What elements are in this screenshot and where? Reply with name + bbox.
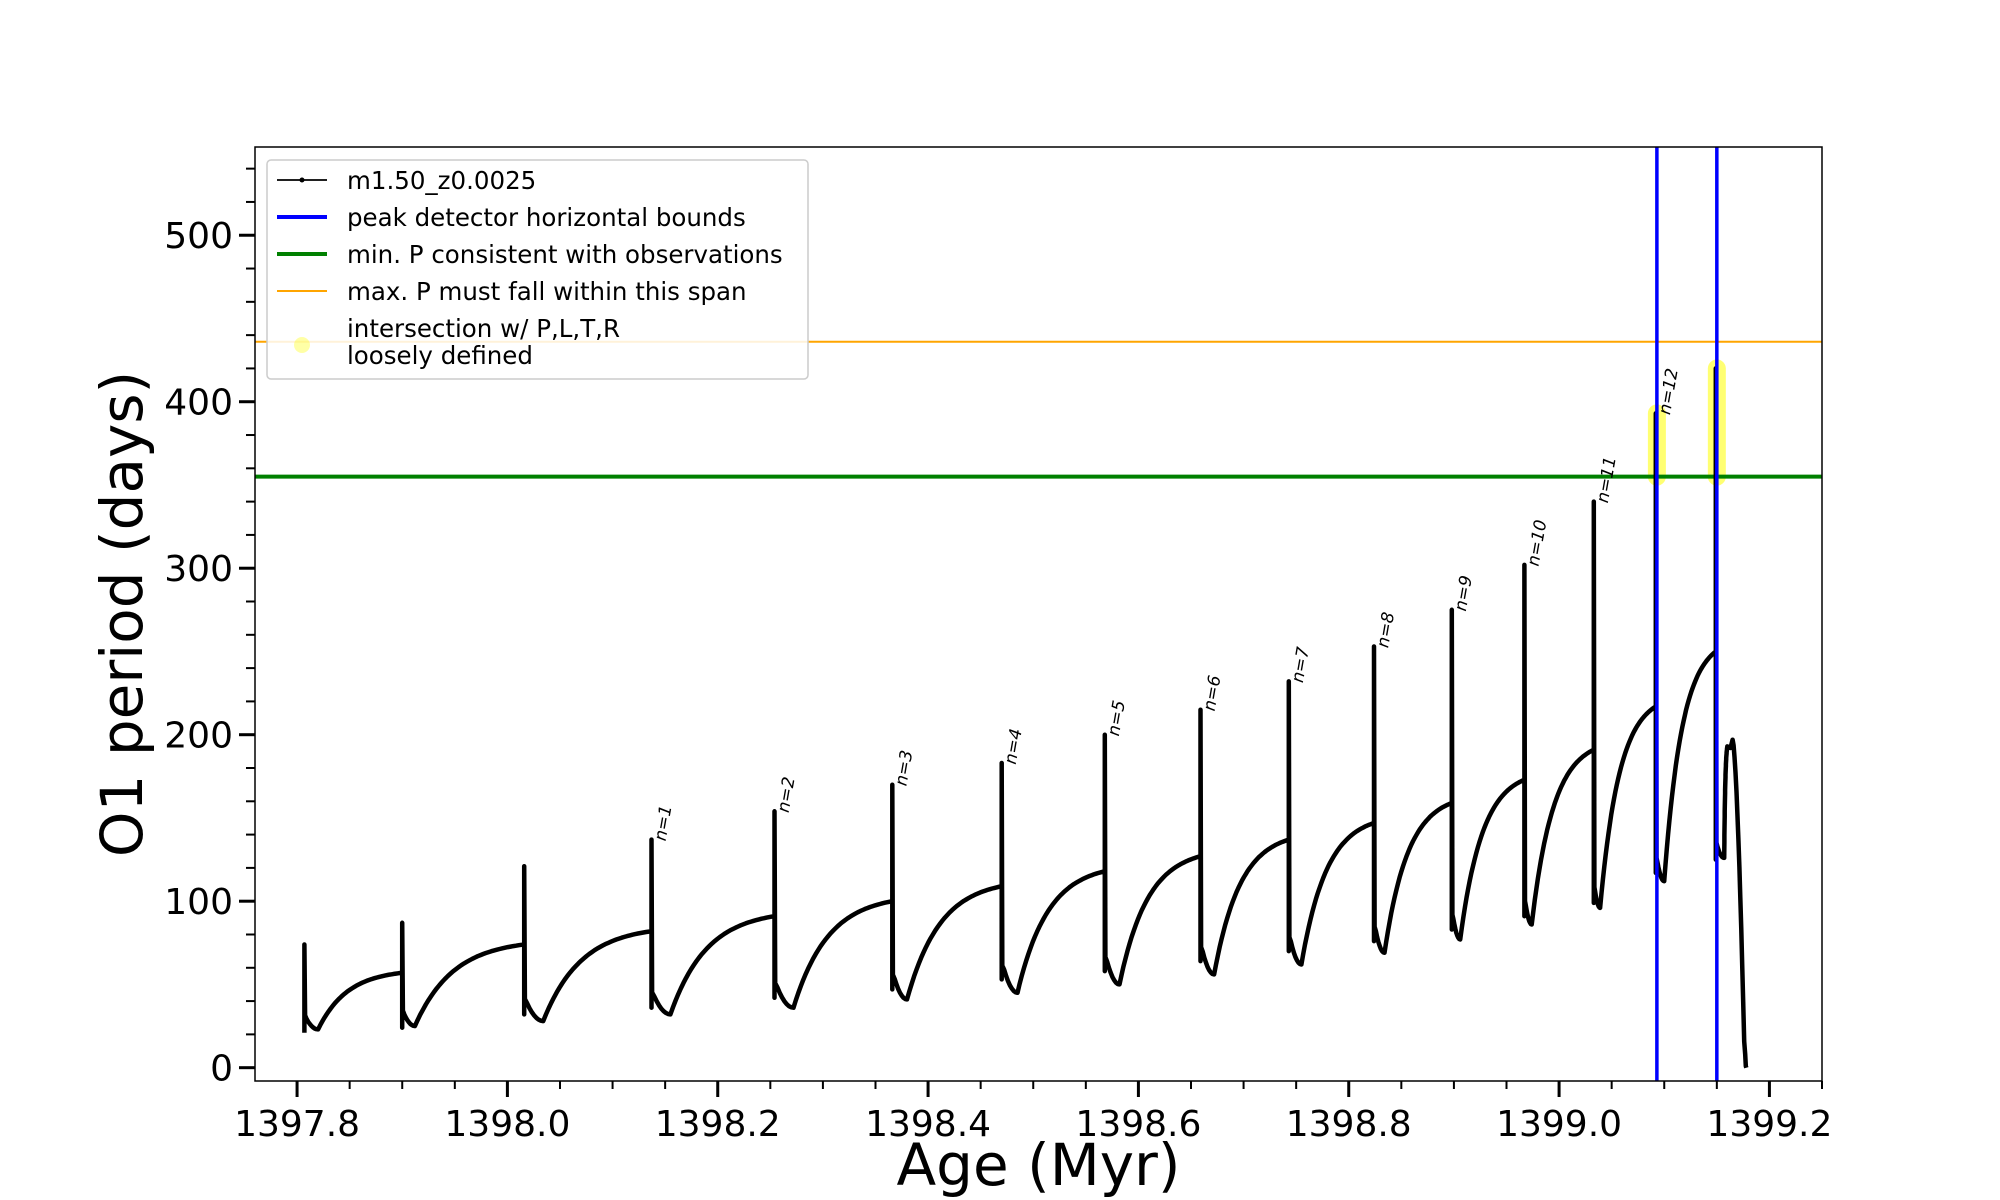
pulse-label-5: n=5 bbox=[1104, 699, 1130, 738]
pulse-label-11: n=11 bbox=[1593, 455, 1621, 504]
period-curve bbox=[302, 366, 1749, 1069]
x-axis-label: Age (Myr) bbox=[896, 1131, 1180, 1199]
x-tick-label-7: 1399.2 bbox=[1706, 1104, 1832, 1145]
legend-label-4: max. P must fall within this span bbox=[347, 277, 747, 306]
x-tick-label-4: 1398.6 bbox=[1075, 1104, 1201, 1145]
x-tick-label-6: 1399.0 bbox=[1496, 1104, 1622, 1145]
legend-label-3: min. P consistent with observations bbox=[347, 240, 783, 269]
plot-area: n=1 n=2 n=3 n=4 n=5 n=6 n=7 n=8 n=9 n=10 n=11 n=12 bbox=[255, 147, 1822, 1081]
plot-frame bbox=[254, 146, 1823, 1082]
y-tick-label-5: 500 bbox=[164, 216, 233, 257]
pulse-label-1: n=1 bbox=[651, 804, 677, 843]
pulse-label-4: n=4 bbox=[1001, 727, 1027, 766]
legend-label-1: m1.50_z0.0025 bbox=[347, 166, 536, 195]
pulse-label-12: n=12 bbox=[1655, 367, 1683, 416]
legend-swatch-yellow bbox=[294, 337, 310, 353]
y-tick-label-2: 200 bbox=[164, 716, 233, 757]
pulse-label-2: n=2 bbox=[774, 775, 800, 814]
y-tick-label-1: 100 bbox=[164, 882, 233, 923]
legend-label-2: peak detector horizontal bounds bbox=[347, 203, 746, 232]
pulse-label-9: n=9 bbox=[1451, 574, 1477, 613]
y-tick-label-3: 300 bbox=[164, 549, 233, 590]
pulse-label-8: n=8 bbox=[1373, 610, 1399, 649]
y-tick-label-0: 0 bbox=[210, 1049, 233, 1090]
legend-box bbox=[266, 159, 809, 380]
pulse-label-7: n=7 bbox=[1288, 645, 1314, 684]
axis-ticks: 1397.8 1398.0 1398.2 1398.4 1398.6 1398.8 1399… bbox=[164, 167, 1832, 1145]
x-tick-label-5: 1398.8 bbox=[1286, 1104, 1412, 1145]
pulse-label-10: n=10 bbox=[1524, 518, 1552, 567]
x-tick-label-2: 1398.2 bbox=[655, 1104, 781, 1145]
legend-label-5-line-1: intersection w/ P,L,T,R bbox=[347, 314, 620, 343]
legend-label-5-line-2: loosely defined bbox=[347, 341, 533, 370]
y-axis-label: O1 period (days) bbox=[88, 371, 156, 857]
y-tick-label-4: 400 bbox=[164, 383, 233, 424]
x-tick-label-1: 1398.0 bbox=[444, 1104, 570, 1145]
x-tick-label-3: 1398.4 bbox=[865, 1104, 991, 1145]
legend-swatch-curve-marker bbox=[299, 177, 305, 183]
pulse-label-6: n=6 bbox=[1200, 674, 1226, 713]
x-tick-label-0: 1397.8 bbox=[234, 1104, 360, 1145]
pulse-label-3: n=3 bbox=[892, 749, 918, 788]
